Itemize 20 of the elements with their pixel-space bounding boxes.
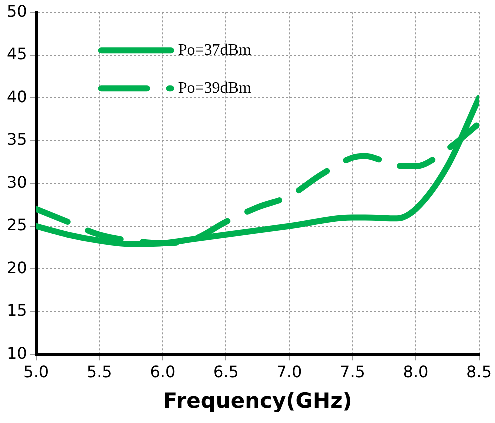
y-tick-label: 35 bbox=[7, 130, 28, 150]
x-tick-label: 5.5 bbox=[86, 362, 112, 382]
y-tick-label: 30 bbox=[7, 172, 28, 192]
y-tick-label: 25 bbox=[7, 216, 28, 235]
y-tick-label: 15 bbox=[7, 301, 28, 320]
y-tick-label: 50 bbox=[7, 2, 28, 21]
y-tick-label: 40 bbox=[7, 87, 28, 106]
x-axis-title: Frequency(GHz) bbox=[163, 388, 352, 413]
x-tick-label: 6.0 bbox=[150, 362, 176, 382]
x-tick-label: 8.5 bbox=[466, 362, 492, 382]
y-tick-label: 20 bbox=[7, 258, 28, 278]
x-tick-label: 6.5 bbox=[213, 362, 239, 382]
x-tick-label: 8.0 bbox=[403, 362, 429, 382]
y-tick-label: 10 bbox=[7, 344, 28, 363]
x-tick-label: 5.0 bbox=[24, 362, 50, 382]
legend-label: Po=39dBm bbox=[178, 80, 252, 97]
legend-label: Po=37dBm bbox=[178, 42, 252, 59]
x-tick-label: 7.0 bbox=[276, 362, 302, 382]
y-tick-label: 45 bbox=[7, 44, 28, 64]
x-tick-label: 7.5 bbox=[340, 362, 366, 382]
